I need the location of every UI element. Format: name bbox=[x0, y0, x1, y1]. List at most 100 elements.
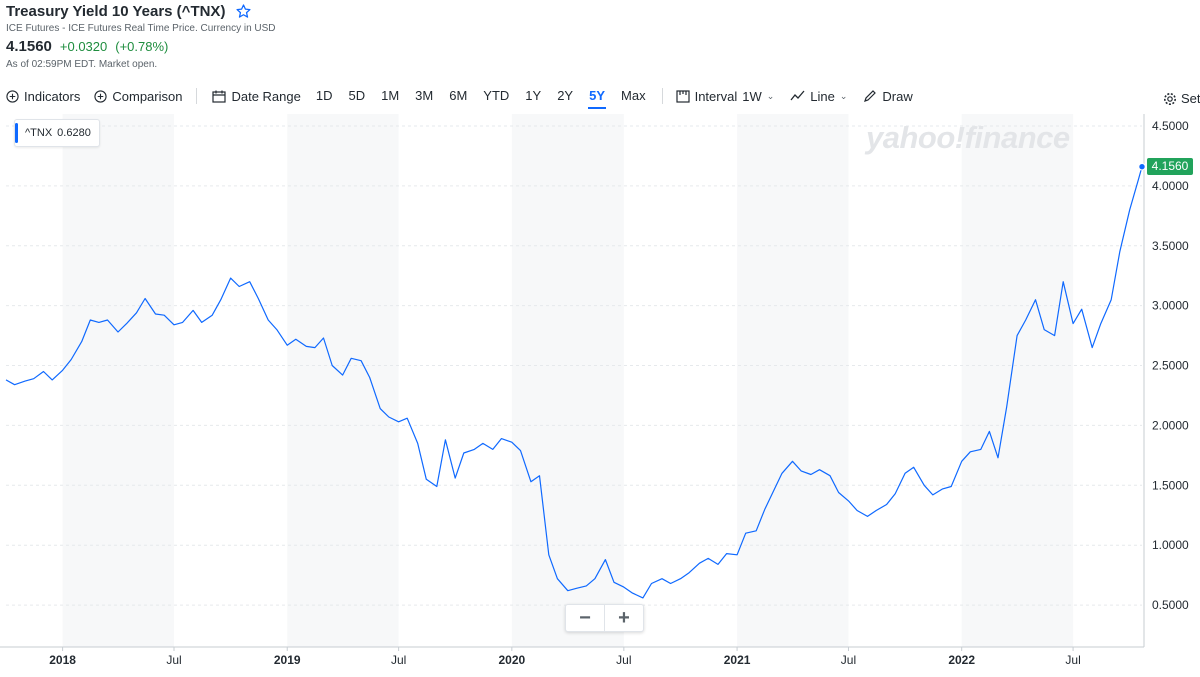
range-button-ytd[interactable]: YTD bbox=[483, 88, 510, 103]
series-point bbox=[13, 383, 17, 387]
series-point bbox=[237, 284, 241, 288]
range-button-1y[interactable]: 1Y bbox=[525, 88, 542, 103]
quote-change-percent: (+0.78%) bbox=[115, 39, 169, 54]
series-point bbox=[359, 359, 363, 363]
settings-button[interactable]: Set bbox=[1163, 91, 1200, 106]
series-point bbox=[248, 280, 252, 284]
zoom-out-button[interactable]: − bbox=[579, 606, 591, 629]
zoom-in-button[interactable]: + bbox=[604, 605, 643, 631]
last-price-flag: 4.1560 bbox=[1147, 158, 1193, 175]
series-point bbox=[1034, 298, 1038, 302]
series-point bbox=[143, 296, 147, 300]
series-point bbox=[678, 577, 682, 581]
series-point bbox=[23, 379, 27, 383]
series-point bbox=[1090, 346, 1094, 350]
series-point bbox=[593, 577, 597, 581]
series-point bbox=[922, 483, 926, 487]
series-point bbox=[566, 589, 570, 593]
chart-type-button[interactable]: Line ⌄ bbox=[790, 89, 847, 104]
chart-background-bands bbox=[62, 114, 1074, 647]
series-point bbox=[903, 471, 907, 475]
series-point bbox=[949, 485, 953, 489]
series-point bbox=[397, 420, 401, 424]
y-tick-label: 3.0000 bbox=[1152, 299, 1189, 313]
y-tick-label: 3.5000 bbox=[1152, 239, 1189, 253]
series-point bbox=[106, 318, 110, 322]
series-point bbox=[387, 415, 391, 419]
series-point bbox=[453, 476, 457, 480]
chart-band bbox=[961, 114, 1074, 647]
series-point bbox=[1071, 322, 1075, 326]
range-button-5y[interactable]: 5Y bbox=[581, 85, 613, 109]
series-point bbox=[416, 441, 420, 445]
series-point bbox=[698, 561, 702, 565]
series-point bbox=[499, 437, 503, 441]
series-point bbox=[69, 358, 73, 362]
indicators-label: Indicators bbox=[24, 88, 81, 104]
series-point bbox=[931, 493, 935, 497]
quote-change: +0.0320 bbox=[59, 39, 108, 54]
series-point bbox=[574, 586, 578, 590]
legend-value: 0.6280 bbox=[57, 127, 91, 139]
draw-button[interactable]: Draw bbox=[863, 89, 913, 104]
series-point bbox=[1118, 250, 1122, 254]
series-point bbox=[341, 373, 345, 377]
range-button-3m[interactable]: 3M bbox=[415, 88, 434, 103]
x-tick-label: Jul bbox=[616, 653, 631, 667]
series-point bbox=[669, 582, 673, 586]
watchlist-star-icon[interactable] bbox=[235, 3, 252, 20]
series-point bbox=[481, 441, 485, 445]
series-point bbox=[855, 508, 859, 512]
series-point bbox=[529, 480, 533, 484]
indicators-button[interactable]: Indicators bbox=[6, 89, 80, 104]
series-point bbox=[630, 591, 634, 595]
series-point bbox=[424, 477, 428, 481]
series-point bbox=[1053, 334, 1057, 338]
series-point bbox=[368, 376, 372, 380]
series-point bbox=[330, 364, 334, 368]
date-range-button[interactable]: Date Range bbox=[212, 88, 301, 104]
tnx-series-line bbox=[5, 166, 1143, 599]
date-range-label: Date Range bbox=[231, 88, 301, 104]
range-button-1m[interactable]: 1M bbox=[381, 88, 400, 103]
range-button-max[interactable]: Max bbox=[621, 88, 646, 103]
series-point bbox=[1042, 328, 1046, 332]
quote-header: Treasury Yield 10 Years (^TNX) ICE Futur… bbox=[6, 3, 276, 70]
series-point bbox=[229, 276, 233, 280]
x-axis: 2018 Jul 2019 Jul 2020 Jul 2021 Jul 2022 Jul bbox=[0, 646, 1144, 667]
y-tick-label: 1.0000 bbox=[1152, 538, 1189, 552]
series-point bbox=[735, 553, 739, 557]
series-point bbox=[1005, 405, 1009, 409]
chart-band bbox=[737, 114, 849, 647]
series-point bbox=[874, 508, 878, 512]
series-point bbox=[1061, 280, 1065, 284]
quote-as-of: As of 02:59PM EDT. Market open. bbox=[6, 59, 158, 70]
series-point bbox=[210, 313, 214, 317]
series-point bbox=[754, 529, 758, 533]
series-point bbox=[660, 577, 664, 581]
series-point bbox=[799, 469, 803, 473]
chart-legend[interactable]: ^TNX 0.6280 bbox=[14, 119, 100, 147]
pencil-icon bbox=[864, 90, 877, 102]
series-point bbox=[32, 377, 36, 381]
series-point bbox=[181, 320, 185, 324]
range-button-5d[interactable]: 5D bbox=[348, 88, 366, 103]
series-point bbox=[304, 344, 308, 348]
series-point bbox=[88, 318, 92, 322]
x-tick-label: 2021 bbox=[724, 653, 751, 667]
comparison-button[interactable]: Comparison bbox=[94, 89, 182, 104]
x-tick-label: Jul bbox=[841, 653, 856, 667]
series-point bbox=[349, 356, 353, 360]
series-point bbox=[687, 571, 691, 575]
chart-toolbar: Indicators Comparison Date Range 1D 5D 1M 3… bbox=[0, 84, 1200, 109]
range-button-2y[interactable]: 2Y bbox=[557, 88, 574, 103]
range-button-6m[interactable]: 6M bbox=[449, 88, 468, 103]
interval-button[interactable]: Interval 1W ⌄ bbox=[675, 89, 774, 104]
yahoo-finance-watermark: yahoo!finance bbox=[866, 120, 1070, 155]
range-button-1d[interactable]: 1D bbox=[315, 88, 333, 103]
line-chart-icon bbox=[790, 90, 805, 101]
series-point bbox=[538, 474, 542, 478]
toolbar-divider bbox=[196, 88, 198, 104]
series-point bbox=[256, 296, 260, 300]
